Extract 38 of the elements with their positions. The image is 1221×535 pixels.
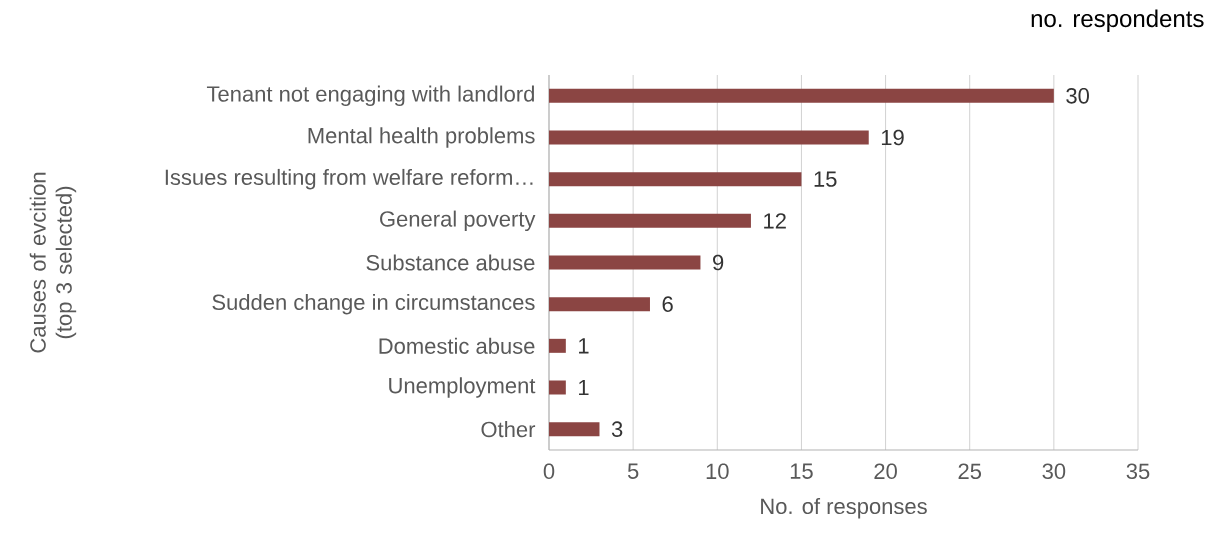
y-tick-label: Substance abuse [366,254,535,271]
y-tick-label: Issues resulting from welfare reform… [165,168,533,190]
y-axis-title: Causes of evcition (top 3 selected) [29,172,77,353]
x-tick-label: 30 [1042,463,1066,480]
y-tick-label: Domestic abuse [379,337,535,354]
bar [549,338,566,353]
x-tick-label: 10 [706,463,729,480]
bar [549,380,566,395]
x-axis-title: No. of responses [761,497,927,519]
x-tick-label: 25 [958,463,982,480]
y-tick-label: Other [481,421,536,438]
x-tick-label: 5 [627,463,639,479]
data-label: 1 [579,379,589,396]
bar [549,255,701,270]
y-tick-label: Tenant not engaging with landlord [206,85,534,107]
data-label: 19 [881,129,904,146]
x-tick-label: 35 [1126,463,1150,480]
x-tick-label: 0 [543,463,555,480]
y-tick-label: Unemployment [389,377,536,398]
bar [549,422,600,437]
data-label: 12 [764,213,786,229]
bar [549,213,751,228]
bar [549,297,650,312]
data-label: 9 [713,254,724,271]
bar [549,88,1054,103]
x-tick-label: 20 [874,463,897,480]
bar [549,130,869,145]
data-label: 15 [814,171,837,187]
chart-title: no. respondents [1031,9,1204,32]
x-tick-label: 15 [790,463,813,479]
y-tick-label: Sudden change in circumstances [212,293,535,315]
data-label: 30 [1066,88,1089,104]
data-label: 1 [579,338,589,354]
y-tick-label: Mental health problems [308,127,535,148]
data-label: 3 [611,421,623,437]
y-tick-label: General poverty [380,210,536,232]
bar [549,172,802,187]
data-label: 6 [662,296,673,312]
